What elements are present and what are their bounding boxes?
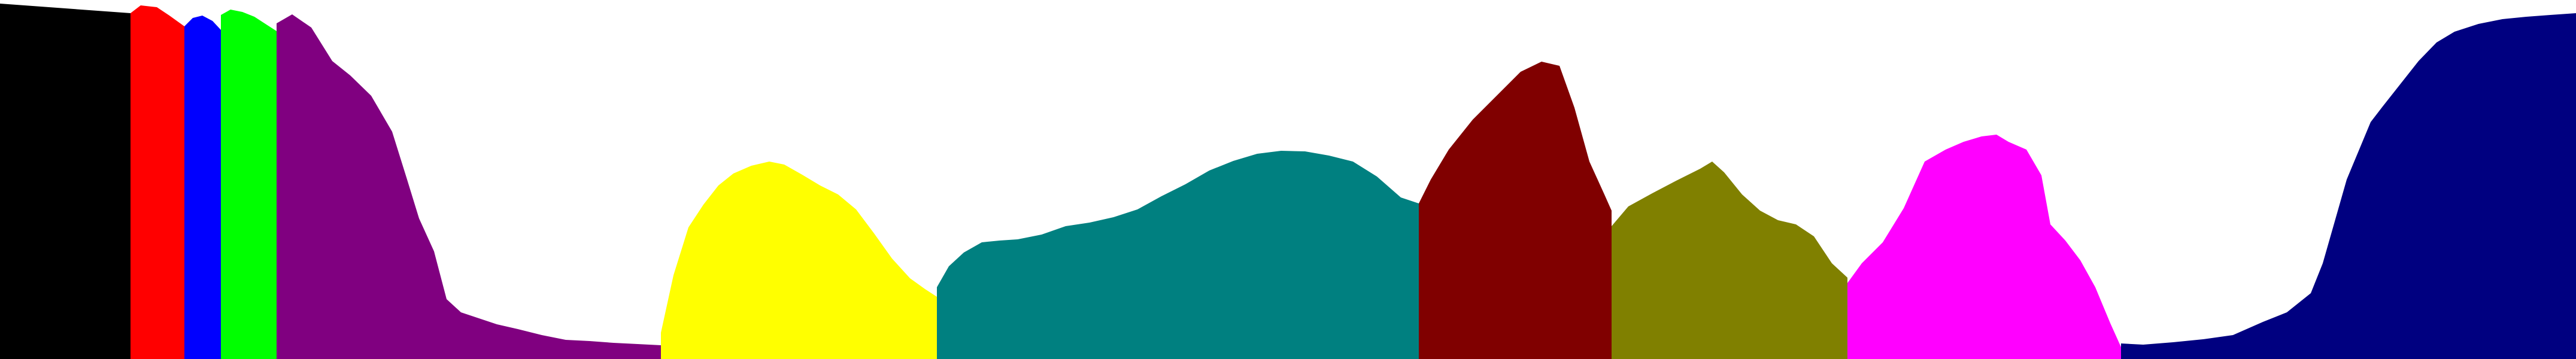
area-segment-5 <box>277 14 661 359</box>
area-segment-8 <box>1419 62 1612 359</box>
area-segment-6 <box>661 162 937 359</box>
area-segment-9 <box>1612 162 1847 359</box>
area-segment-11 <box>2121 13 2576 359</box>
area-segment-7 <box>937 151 1419 359</box>
area-segment-3 <box>184 16 221 359</box>
area-segment-10 <box>1847 135 2121 359</box>
area-segment-2 <box>131 5 184 359</box>
area-segment-1 <box>0 4 131 359</box>
area-segment-4 <box>221 10 277 359</box>
